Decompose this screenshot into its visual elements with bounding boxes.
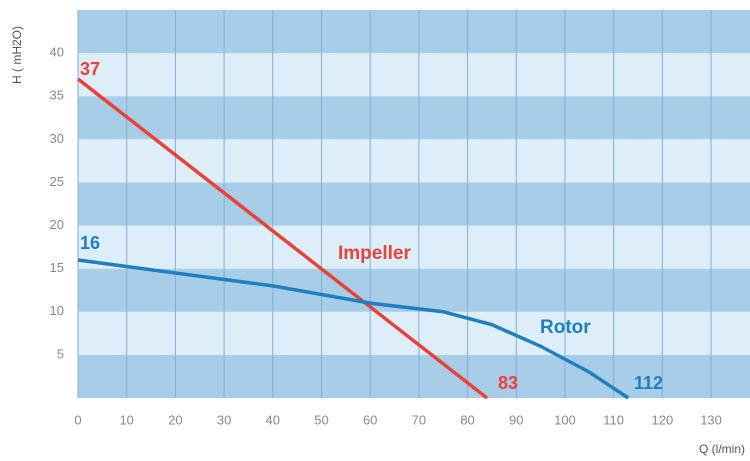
annotation: 112 (634, 373, 663, 393)
annotation: 16 (80, 233, 100, 253)
x-tick-label: 30 (217, 412, 231, 427)
y-tick-label: 5 (57, 346, 64, 361)
bands (78, 10, 750, 398)
y-tick-label: 35 (50, 88, 64, 103)
x-tick-label: 60 (363, 412, 377, 427)
y-tick-label: 25 (50, 174, 64, 189)
annotation: 37 (80, 59, 100, 79)
band (78, 53, 750, 97)
annotation: 83 (498, 373, 518, 393)
x-tick-label: 0 (74, 412, 81, 427)
x-tick-label: 20 (168, 412, 182, 427)
x-tick-label: 100 (554, 412, 576, 427)
line (76, 77, 489, 400)
y-tick-label: 10 (50, 303, 64, 318)
x-tick-label: 120 (651, 412, 673, 427)
band (78, 96, 750, 140)
line (77, 258, 630, 400)
band (78, 311, 750, 355)
band (78, 10, 750, 54)
x-tick-label: 130 (700, 412, 722, 427)
x-axis-title: Q (l/min) (699, 442, 745, 456)
y-tick-label: 40 (50, 45, 64, 60)
series-label: Rotor (540, 317, 591, 338)
band (78, 182, 750, 226)
y-tick-label: 15 (50, 260, 64, 275)
y-axis-title: H ( mH2O) (10, 26, 24, 84)
band (78, 225, 750, 269)
x-tick-label: 110 (603, 412, 624, 427)
band (78, 354, 750, 398)
x-tick-label: 50 (314, 412, 328, 427)
y-tick-label: 20 (50, 217, 64, 232)
x-tick-label: 10 (119, 412, 133, 427)
x-tick-label: 80 (460, 412, 474, 427)
series-label: Impeller (338, 243, 411, 264)
y-tick-label: 30 (50, 131, 64, 146)
x-tick-label: 90 (509, 412, 523, 427)
band (78, 139, 750, 183)
x-tick-label: 70 (412, 412, 426, 427)
x-tick-label: 40 (266, 412, 280, 427)
